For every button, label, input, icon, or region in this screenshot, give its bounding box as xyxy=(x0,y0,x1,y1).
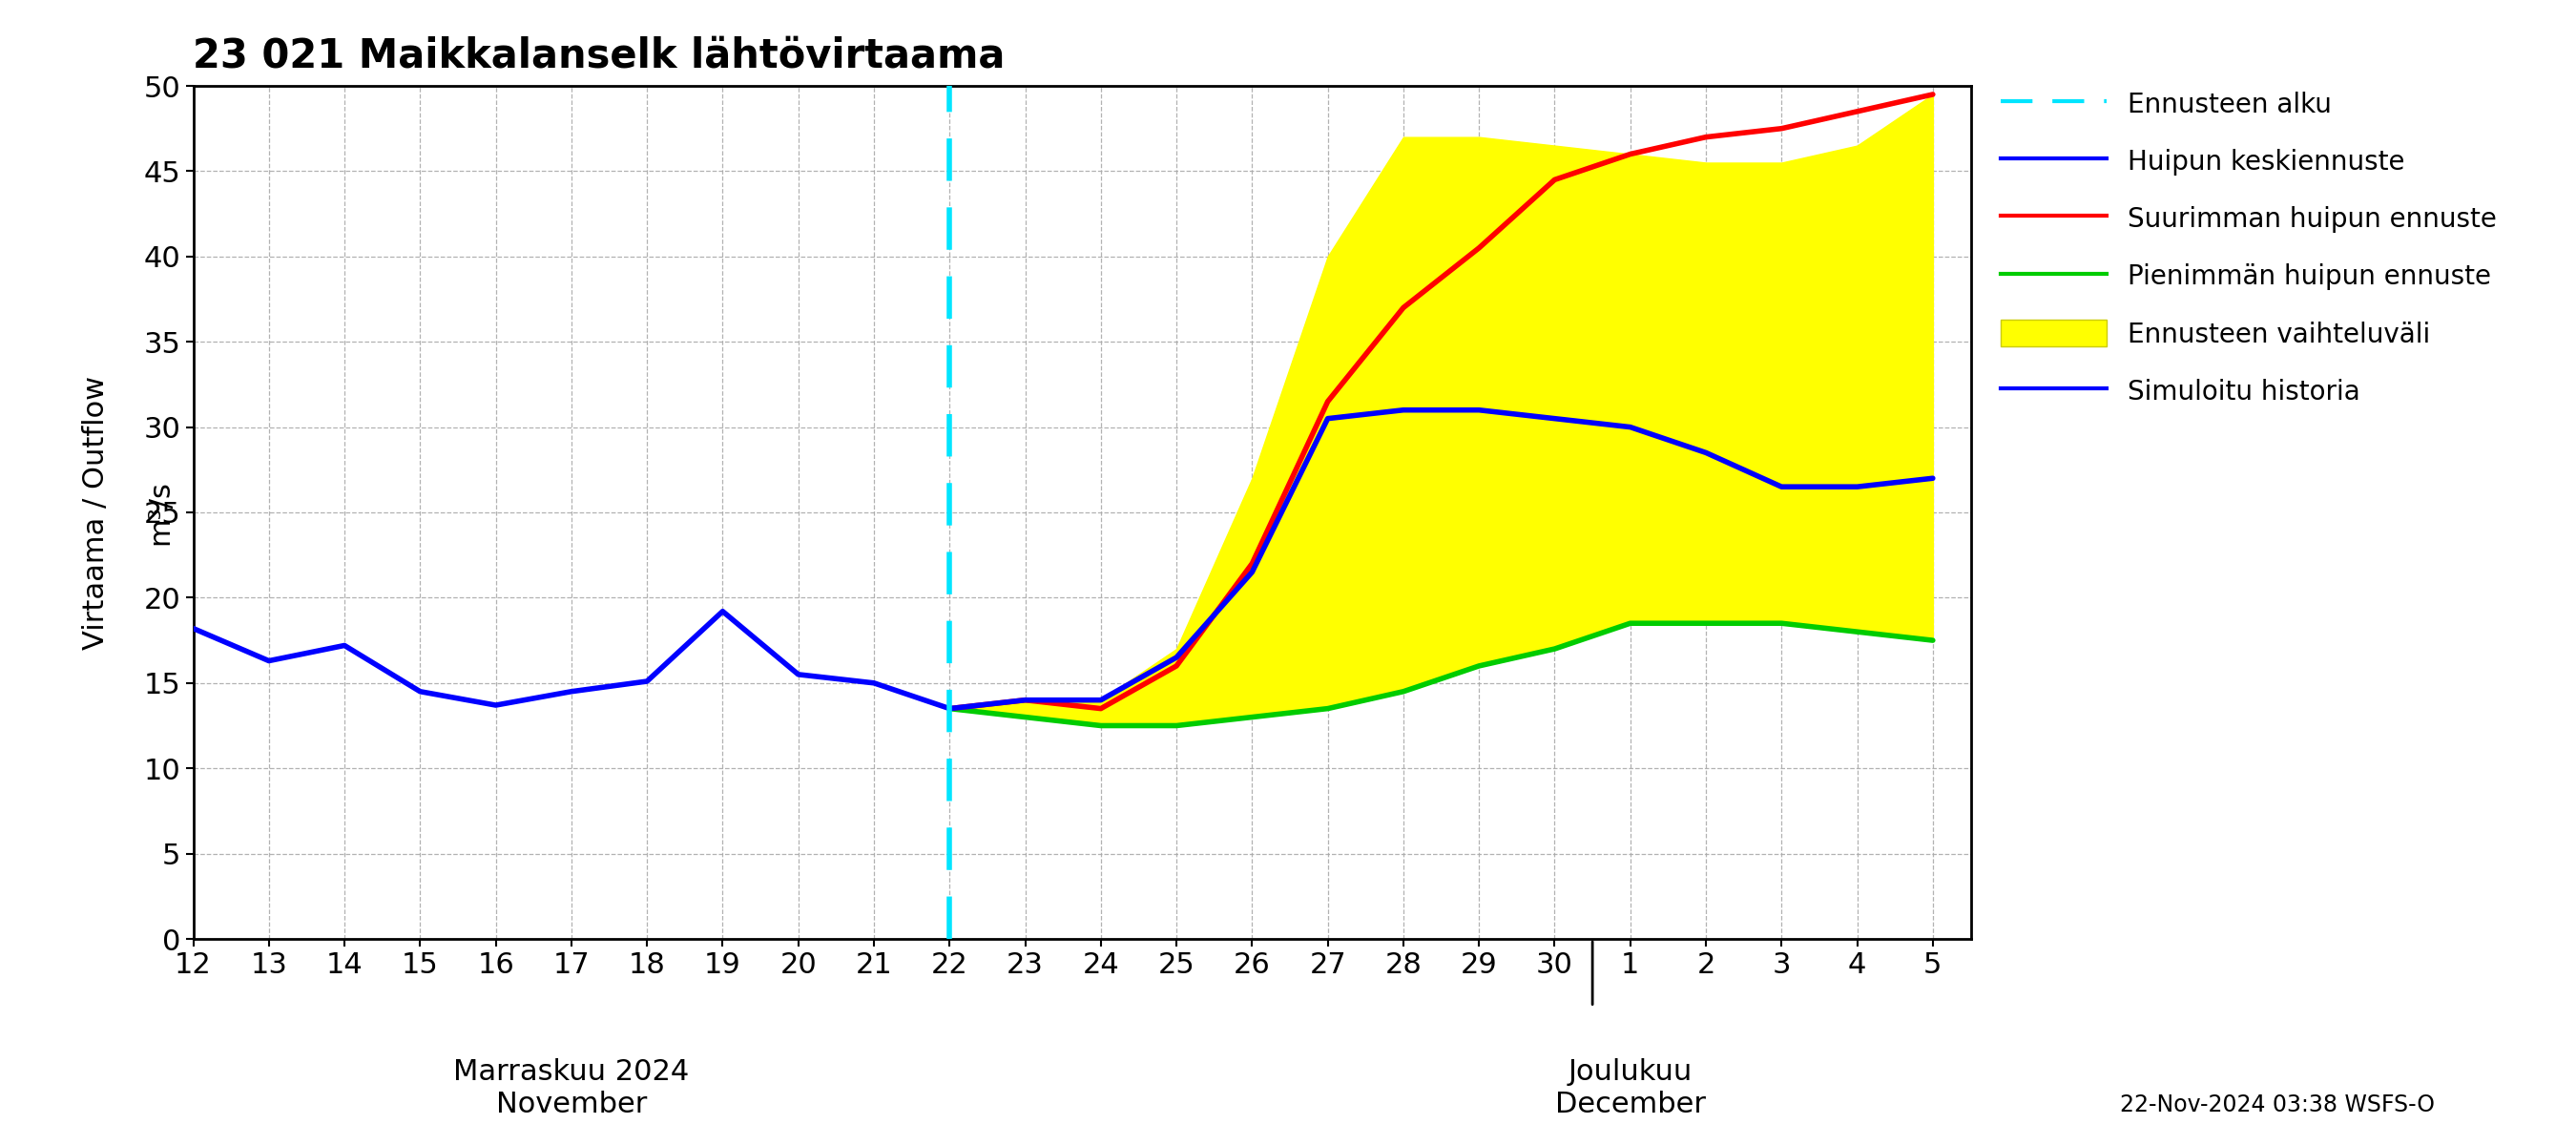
Text: 23 021 Maikkalanselk lähtövirtaama: 23 021 Maikkalanselk lähtövirtaama xyxy=(193,35,1005,76)
Legend: Ennusteen alku, Huipun keskiennuste, Suurimman huipun ennuste, Pienimmän huipun : Ennusteen alku, Huipun keskiennuste, Suu… xyxy=(1994,82,2504,413)
Text: 22-Nov-2024 03:38 WSFS-O: 22-Nov-2024 03:38 WSFS-O xyxy=(2120,1093,2434,1116)
Text: Joulukuu
December: Joulukuu December xyxy=(1556,1058,1705,1118)
Y-axis label: Virtaama / Outflow

m³/s: Virtaama / Outflow m³/s xyxy=(82,376,173,649)
Text: Marraskuu 2024
November: Marraskuu 2024 November xyxy=(453,1058,690,1118)
